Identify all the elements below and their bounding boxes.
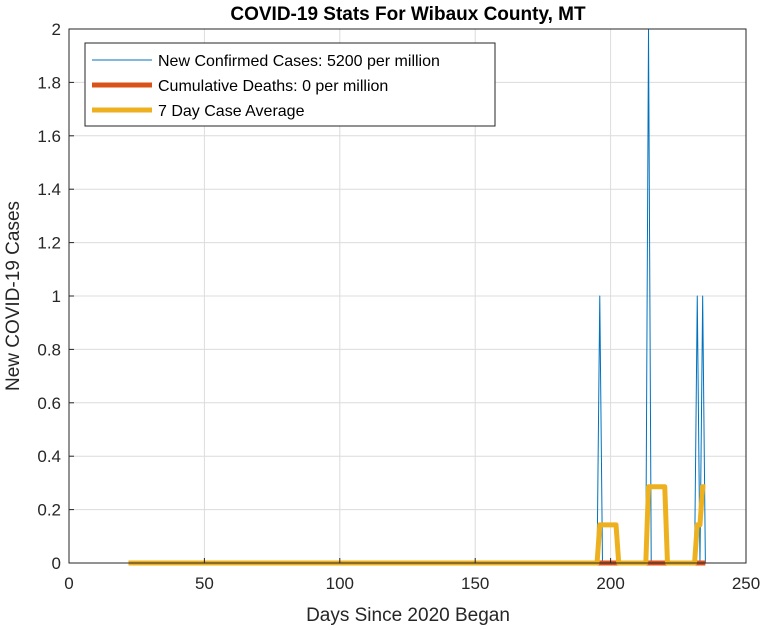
axis-ticks: 0 50 100 150 200 250 0 0.2 0.4 0.6 0.8 1 1.2 1.4 1.6 1.…: [37, 20, 760, 593]
legend: New Confirmed Cases: 5200 per million Cu…: [84, 42, 496, 127]
y-axis-label: New COVID-19 Cases: [3, 201, 24, 391]
x-axis-label: Days Since 2020 Began: [306, 605, 510, 626]
x-tick-label: 250: [732, 574, 760, 593]
x-tick-label: 150: [461, 574, 489, 593]
legend-box: [84, 42, 496, 127]
y-tick-label: 1.6: [37, 127, 61, 146]
legend-label-deaths: Cumulative Deaths: 0 per million: [158, 78, 388, 95]
x-tick-label: 50: [195, 574, 214, 593]
y-tick-label: 1.2: [37, 234, 61, 253]
y-tick-label: 0.4: [37, 447, 61, 466]
series-7-day-average-line: [128, 484, 706, 566]
legend-label-new-cases: New Confirmed Cases: 5200 per million: [158, 53, 440, 70]
y-tick-label: 0: [52, 554, 61, 573]
legend-label-average: 7 Day Case Average: [158, 103, 305, 120]
chart-title: COVID-19 Stats For Wibaux County, MT: [230, 4, 586, 25]
y-tick-label: 0.6: [37, 394, 61, 413]
y-tick-label: 1.8: [37, 73, 61, 92]
y-tick-label: 1.4: [37, 180, 61, 199]
x-tick-label: 200: [596, 574, 624, 593]
y-tick-label: 0.2: [37, 501, 61, 520]
y-tick-label: 1: [52, 287, 61, 306]
x-tick-label: 100: [326, 574, 354, 593]
y-tick-label: 0.8: [37, 340, 61, 359]
x-tick-label: 0: [64, 574, 73, 593]
y-tick-label: 2: [52, 20, 61, 39]
